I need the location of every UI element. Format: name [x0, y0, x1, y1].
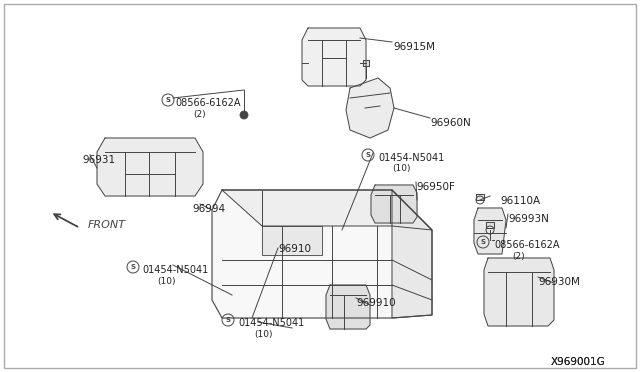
- Text: (2): (2): [512, 252, 525, 261]
- Polygon shape: [392, 190, 432, 318]
- Text: 08566-6162A: 08566-6162A: [175, 98, 241, 108]
- Text: 96910: 96910: [278, 244, 311, 254]
- Polygon shape: [486, 222, 494, 228]
- Polygon shape: [476, 194, 484, 200]
- Circle shape: [240, 111, 248, 119]
- Text: 96930M: 96930M: [538, 277, 580, 287]
- Text: 96960N: 96960N: [430, 118, 471, 128]
- Text: 01454-N5041: 01454-N5041: [142, 265, 208, 275]
- Text: S: S: [225, 317, 230, 323]
- Text: 96915M: 96915M: [393, 42, 435, 52]
- Polygon shape: [212, 190, 432, 318]
- Text: (10): (10): [254, 330, 273, 339]
- Text: 96993N: 96993N: [508, 214, 549, 224]
- Polygon shape: [371, 185, 417, 223]
- Polygon shape: [484, 258, 554, 326]
- Polygon shape: [346, 78, 394, 138]
- Text: X969001G: X969001G: [551, 357, 605, 367]
- Text: 96110A: 96110A: [500, 196, 540, 206]
- Polygon shape: [262, 226, 322, 255]
- Text: 96931: 96931: [82, 155, 115, 165]
- Text: S: S: [131, 264, 136, 270]
- Text: (10): (10): [392, 164, 410, 173]
- Polygon shape: [326, 285, 370, 329]
- Text: (10): (10): [157, 277, 175, 286]
- Text: S: S: [481, 239, 486, 245]
- Text: S: S: [365, 152, 371, 158]
- Polygon shape: [97, 138, 203, 196]
- Polygon shape: [222, 190, 432, 230]
- Text: FRONT: FRONT: [88, 220, 126, 230]
- Text: 96950F: 96950F: [416, 182, 455, 192]
- Text: 01454-N5041: 01454-N5041: [238, 318, 304, 328]
- Text: 01454-N5041: 01454-N5041: [378, 153, 444, 163]
- Text: 96994: 96994: [192, 204, 225, 214]
- Text: S: S: [166, 97, 170, 103]
- Text: X969001G: X969001G: [551, 357, 605, 367]
- Polygon shape: [302, 28, 366, 86]
- Polygon shape: [474, 208, 506, 254]
- Polygon shape: [363, 60, 369, 66]
- Text: 969910: 969910: [356, 298, 396, 308]
- Text: 08566-6162A: 08566-6162A: [494, 240, 559, 250]
- Text: (2): (2): [193, 110, 205, 119]
